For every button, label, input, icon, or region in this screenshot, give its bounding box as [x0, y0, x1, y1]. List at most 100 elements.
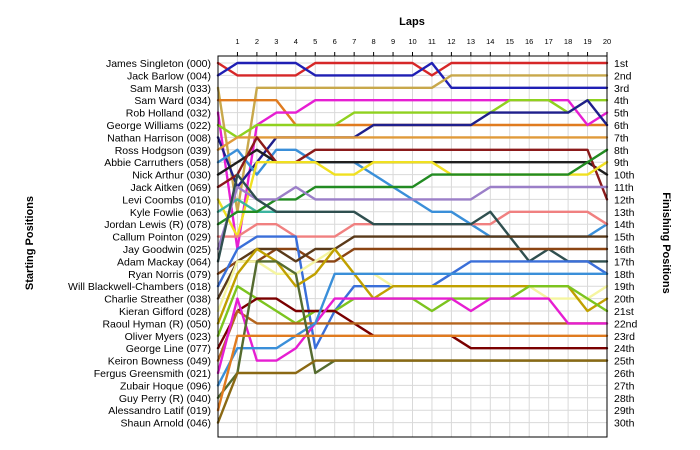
finishing-position-label: 2nd [614, 70, 632, 82]
starting-position-label: George Line (077) [126, 343, 211, 355]
finishing-position-label: 22nd [614, 318, 638, 330]
starting-position-label: Sam Ward (034) [134, 95, 211, 107]
lap-ticks: 1 2 3 4 5 6 7 8 9 10 11 12 13 14 15 16 17 18 19 20 [235, 37, 611, 56]
driver-position-line [216, 98, 609, 139]
finishing-position-label: 30th [614, 418, 635, 430]
starting-position-label: Jordan Lewis (R) (078) [104, 219, 211, 231]
finishing-position-label: 14th [614, 219, 635, 231]
position-lines [216, 61, 609, 424]
lap-tick-label: 17 [544, 37, 552, 46]
starting-position-label: James Singleton (000) [106, 58, 211, 70]
finishing-position-label: 26th [614, 368, 635, 380]
finishing-position-label: 16th [614, 244, 635, 256]
finishing-position-label: 19th [614, 281, 635, 293]
driver-position-line [216, 235, 609, 300]
driver-position-line [216, 61, 609, 77]
starting-position-label: Rob Holland (032) [126, 108, 211, 120]
starting-position-label: Adam Mackay (064) [117, 256, 211, 268]
starting-position-label: Alessandro Latif (019) [108, 405, 211, 417]
lap-tick-label: 1 [235, 37, 239, 46]
finishing-position-label: 28th [614, 393, 635, 405]
lap-tick-label: 8 [372, 37, 376, 46]
lap-tick-label: 4 [294, 37, 298, 46]
starting-position-label: Kieran Gifford (028) [119, 306, 211, 318]
driver-position-line [216, 148, 609, 226]
finishing-position-label: 15th [614, 232, 635, 244]
finishing-position-label: 29th [614, 405, 635, 417]
finishing-position-label: 20th [614, 294, 635, 306]
driver-position-line [216, 173, 609, 263]
lap-tick-label: 18 [564, 37, 572, 46]
finishing-position-label: 3rd [614, 83, 629, 95]
starting-position-label: Charlie Streather (038) [104, 294, 211, 306]
lap-tick-label: 3 [274, 37, 278, 46]
driver-position-line [216, 359, 609, 424]
driver-position-line [216, 136, 609, 152]
driver-position-line [216, 61, 609, 90]
lap-tick-label: 11 [428, 37, 436, 46]
lap-tick-label: 5 [313, 37, 317, 46]
finishing-position-label: 17th [614, 256, 635, 268]
finishing-position-label: 21st [614, 306, 634, 318]
starting-position-label: Levi Coombs (010) [122, 194, 211, 206]
finishing-position-label: 8th [614, 145, 629, 157]
lap-tick-label: 2 [255, 37, 259, 46]
starting-position-label: Raoul Hyman (R) (050) [102, 318, 211, 330]
starting-position-label: George Williams (022) [107, 120, 211, 132]
starting-position-label: Jack Aitken (069) [130, 182, 211, 194]
finishing-position-label: 9th [614, 157, 629, 169]
lap-tick-label: 15 [506, 37, 514, 46]
finishing-position-label: 12th [614, 194, 635, 206]
starting-position-label: Will Blackwell-Chambers (018) [68, 281, 211, 293]
finishing-position-label: 24th [614, 343, 635, 355]
starting-position-label: Nathan Harrison (008) [107, 132, 211, 144]
finishing-position-label: 6th [614, 120, 629, 132]
finishing-position-label: 18th [614, 269, 635, 281]
lap-tick-label: 9 [391, 37, 395, 46]
left-axis-title: Starting Positions [24, 196, 36, 290]
lap-tick-label: 13 [467, 37, 475, 46]
lap-tick-label: 6 [333, 37, 337, 46]
lap-tick-label: 10 [408, 37, 416, 46]
driver-position-line [216, 185, 609, 251]
starting-position-label: Keiron Bowness (049) [108, 356, 211, 368]
finishing-position-label: 23rd [614, 331, 635, 343]
starting-position-label: Abbie Carruthers (058) [104, 157, 211, 169]
starting-position-label: Jack Barlow (004) [127, 70, 211, 82]
starting-position-label: Shaun Arnold (046) [121, 418, 211, 430]
finishing-position-label: 1st [614, 58, 628, 70]
x-axis-title: Laps [399, 16, 425, 28]
finishing-position-label: 11th [614, 182, 634, 194]
lap-tick-label: 14 [486, 37, 494, 46]
driver-position-line [216, 272, 609, 387]
driver-position-line [216, 309, 609, 362]
driver-position-line [216, 334, 609, 412]
starting-position-label: Sam Marsh (033) [130, 83, 211, 95]
driver-position-line [216, 247, 609, 275]
starting-position-labels: James Singleton (000)Jack Barlow (004)Sa… [68, 58, 211, 430]
finishing-position-label: 10th [614, 170, 635, 182]
starting-position-label: Nick Arthur (030) [132, 170, 211, 182]
starting-position-label: Kyle Fowlie (063) [130, 207, 211, 219]
finishing-position-label: 5th [614, 108, 629, 120]
driver-position-line [216, 74, 609, 214]
starting-position-label: Guy Perry (R) (040) [119, 393, 211, 405]
starting-position-label: Ross Hodgson (039) [115, 145, 211, 157]
starting-position-label: Jay Goodwin (025) [123, 244, 211, 256]
lap-tick-label: 19 [583, 37, 591, 46]
finishing-position-label: 4th [614, 95, 629, 107]
starting-position-label: Callum Pointon (029) [112, 232, 211, 244]
starting-position-label: Ryan Norris (079) [128, 269, 211, 281]
driver-position-line [216, 297, 609, 375]
starting-position-label: Fergus Greensmith (021) [94, 368, 211, 380]
starting-position-label: Zubair Hoque (096) [120, 380, 211, 392]
finishing-position-label: 25th [614, 356, 635, 368]
finishing-position-label: 7th [614, 132, 629, 144]
finishing-position-label: 27th [614, 380, 635, 392]
lap-tick-label: 16 [525, 37, 533, 46]
lap-tick-label: 12 [447, 37, 455, 46]
starting-position-label: Oliver Myers (023) [125, 331, 211, 343]
lap-tick-label: 20 [603, 37, 611, 46]
